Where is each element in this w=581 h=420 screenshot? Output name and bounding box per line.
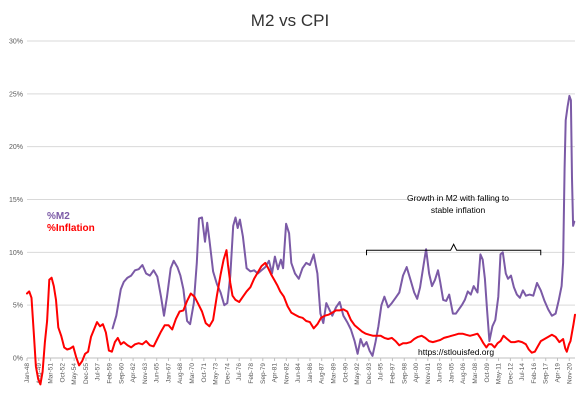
x-tick-label: Apr-81 [272,363,279,383]
x-tick-label: Dec-93 [366,363,373,384]
x-tick-label: Apr-00 [413,363,420,383]
y-tick-label: 5% [13,303,23,310]
x-tick-label: Jul-95 [378,363,385,381]
source-label: https://stlouisfed.org [418,347,494,357]
x-tick-label: May-54 [71,363,78,385]
x-tick-label: Jan-05 [448,363,455,383]
y-tick-label: 20% [9,144,23,151]
x-tick-label: Jun-84 [295,363,302,383]
x-tick-label: May-73 [213,363,220,385]
x-tick-label: Jan-67 [165,363,172,383]
x-tick-label: Apr-19 [555,363,562,383]
x-tick-label: Aug-06 [460,363,467,384]
y-tick-label: 15% [9,197,23,204]
y-tick-label: 0% [13,356,23,363]
x-tick-label: Nov-82 [283,363,290,384]
y-tick-label: 25% [9,91,23,98]
chart-title: M2 vs CPI [251,11,329,30]
x-tick-label: Sep-60 [118,363,125,384]
x-tick-label: Jul-57 [95,363,102,381]
x-tick-label: Aug-49 [36,363,43,384]
series-lines [26,94,576,386]
x-tick-label: May-92 [354,363,361,385]
x-tick-label: Dec-12 [507,363,514,384]
x-tick-label: Nov-20 [566,363,573,384]
x-tick-label: Aug-87 [319,363,326,384]
annotation-bracket [366,243,542,256]
x-tick-label: Feb-78 [248,363,255,384]
x-tick-label: Sep-17 [543,363,550,384]
x-tick-label: Mar-08 [472,363,479,384]
x-tick-label: Aug-68 [177,363,184,384]
x-tick-label: May-11 [496,363,503,385]
x-tick-label: Nov-01 [425,363,432,384]
series-line-inflation [26,249,576,386]
x-tick-label: Feb-59 [106,363,113,384]
x-tick-label: Mar-89 [331,363,338,384]
x-tick-label: Jul-14 [519,363,526,381]
legend-m2-label: %M2 [47,211,70,222]
y-axis-ticks: 0% 5% 10% 15% 20% 25% 30% [9,39,23,363]
y-tick-label: 10% [9,250,23,257]
x-tick-label: Jan-86 [307,363,314,383]
x-tick-label: Feb-16 [531,363,538,384]
x-tick-label: Nov-63 [142,363,149,384]
x-tick-label: Mar-70 [189,363,196,384]
x-tick-label: Sep-98 [401,363,408,384]
x-tick-label: Jun-03 [437,363,444,383]
x-tick-label: Dec-55 [83,363,90,384]
x-tick-label: Jun-65 [154,363,161,383]
x-tick-label: Oct-09 [484,363,491,383]
x-tick-label: Oct-71 [201,363,208,383]
annotation-line-2: stable inflation [431,205,486,215]
series-line-m2 [111,94,576,357]
x-tick-label: Sep-79 [260,363,267,384]
x-axis-ticks: Jan-48 Aug-49 Mar-51 Oct-52 May-54 Dec-55 Jul-… [24,357,575,385]
x-tick-label: Oct-90 [342,363,349,383]
x-tick-label: Feb-97 [389,363,396,384]
y-tick-label: 30% [9,39,23,46]
x-tick-label: Mar-51 [48,363,55,384]
annotation-line-1: Growth in M2 with falling to [407,193,509,203]
x-tick-label: Jan-48 [24,363,31,383]
x-tick-label: Jul-76 [236,363,243,381]
x-tick-label: Oct-52 [59,363,66,383]
x-tick-label: Dec-74 [224,363,231,384]
legend-inflation-label: %Inflation [47,223,95,234]
x-tick-label: Apr-62 [130,363,137,383]
